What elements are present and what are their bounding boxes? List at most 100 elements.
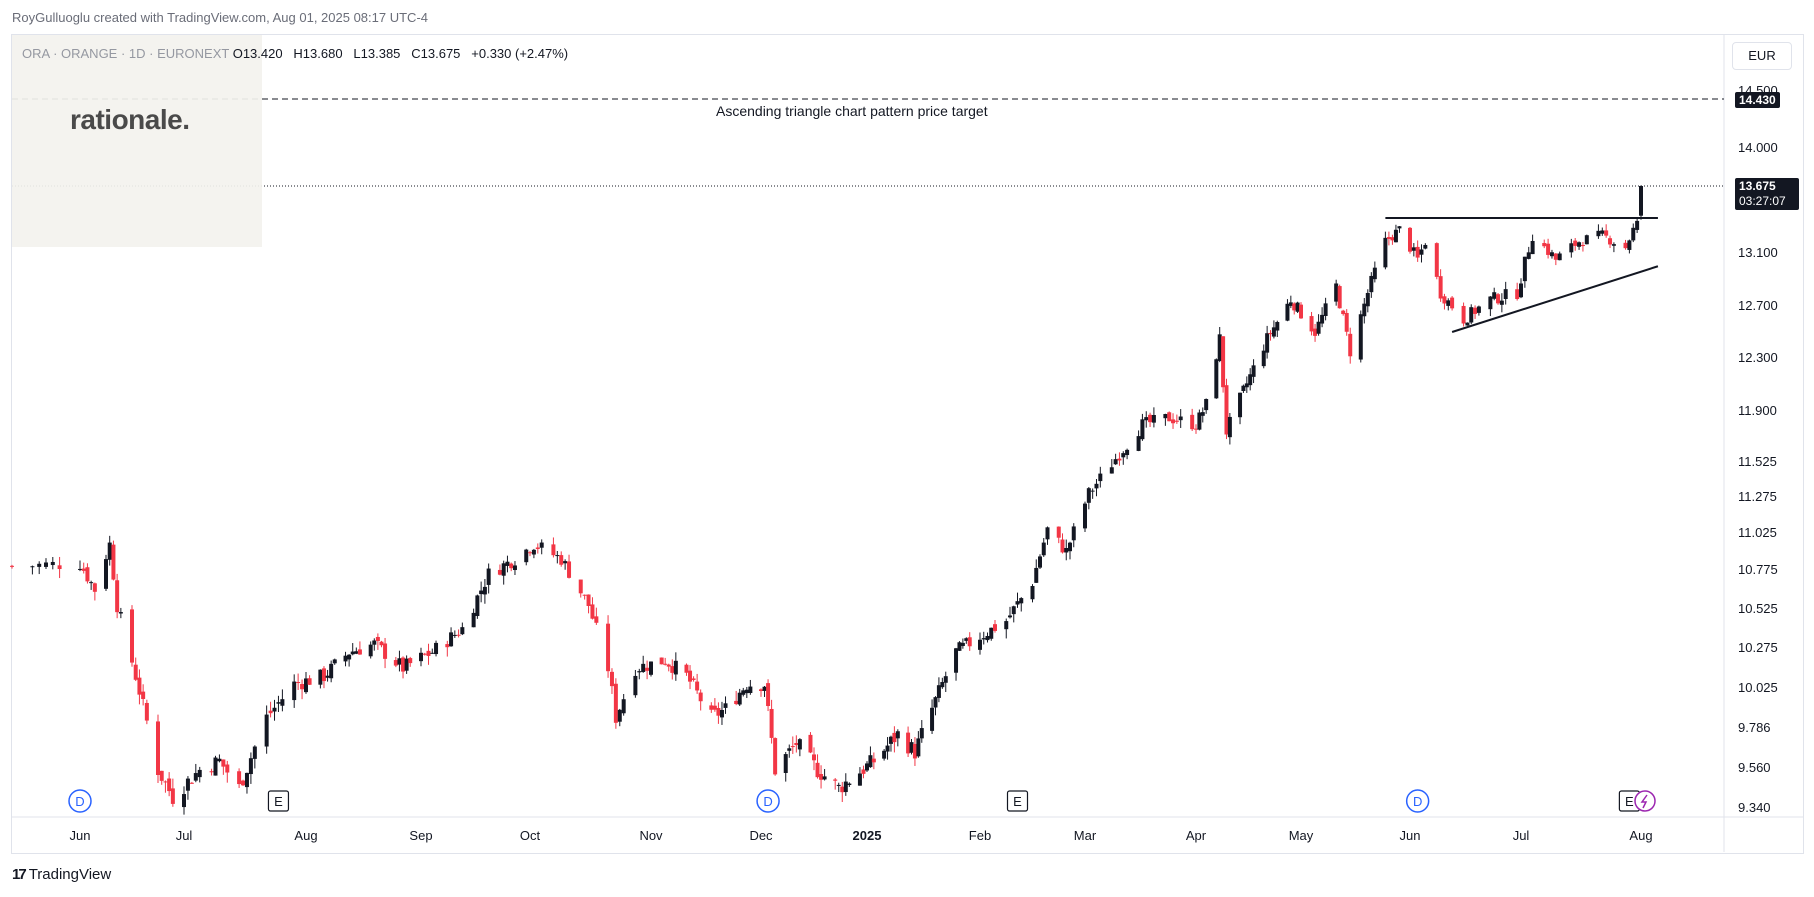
candle-body: [1241, 385, 1246, 392]
candle-body: [649, 661, 653, 675]
candle-body: [304, 678, 308, 693]
earnings-marker-icon: [267, 790, 290, 812]
candle-body: [759, 689, 763, 692]
x-tick-label: Nov: [639, 828, 663, 843]
candle-body: [118, 612, 123, 614]
current-price-badge: 13.675 03:27:07: [1735, 178, 1799, 210]
candle-body: [836, 784, 841, 786]
dividend-marker-icon: [1405, 789, 1430, 813]
candle-body: [456, 634, 461, 636]
candle-body: [343, 655, 348, 662]
x-tick-label: Jul: [176, 828, 193, 843]
y-tick-label: 12.700: [1738, 298, 1778, 313]
candle-body: [512, 565, 517, 571]
candle-body: [1369, 275, 1374, 293]
tradingview-logo[interactable]: 17 TradingView: [12, 866, 111, 883]
candle-body: [794, 742, 799, 746]
trendline-rising-support: [1451, 265, 1659, 333]
candle-body: [1190, 414, 1195, 430]
y-tick-label: 9.560: [1738, 760, 1771, 775]
candle-body: [1473, 307, 1478, 314]
target-annotation[interactable]: Ascending triangle chart pattern price t…: [716, 103, 988, 119]
candle-body: [397, 658, 402, 665]
candle-body: [978, 639, 982, 650]
candle-body: [812, 754, 816, 761]
y-tick-label: 11.900: [1738, 403, 1777, 418]
candle-body: [1393, 229, 1398, 243]
candle-body: [1045, 527, 1050, 540]
candle-body: [1397, 226, 1402, 229]
candle-body: [1313, 328, 1318, 336]
symbol-legend[interactable]: ORA · ORANGE · 1D · EURONEXT O13.420 H13…: [22, 46, 568, 61]
bar-countdown: 03:27:07: [1739, 194, 1786, 208]
candle-body: [471, 612, 476, 628]
candle-body: [209, 771, 214, 773]
candle-body: [1465, 322, 1470, 326]
candle-body: [1341, 310, 1346, 315]
dividend-marker-label: D: [75, 794, 84, 809]
candle-body: [1476, 306, 1481, 313]
candle-body: [237, 771, 242, 785]
earnings-marker-label: E: [1625, 794, 1634, 809]
candle-body: [960, 642, 965, 646]
candle-body: [1163, 414, 1168, 419]
candle-body: [1299, 304, 1303, 319]
candle-body: [44, 562, 48, 567]
y-tick-label: 10.525: [1738, 601, 1778, 616]
candle-body: [497, 569, 502, 575]
candle-body: [393, 660, 398, 666]
candle-body: [919, 728, 924, 739]
candle-body: [1038, 556, 1042, 568]
x-tick-label: 2025: [853, 828, 882, 843]
candle-body: [1627, 240, 1632, 250]
candle-body: [528, 552, 532, 554]
candle-body: [460, 627, 465, 635]
legend-close: C13.675: [411, 46, 461, 61]
candle-body: [1041, 542, 1046, 556]
currency-selector[interactable]: EUR: [1732, 42, 1792, 70]
candle-body: [1446, 300, 1451, 306]
candle-body: [712, 705, 717, 710]
candle-body: [670, 666, 675, 673]
candle-body: [1167, 412, 1172, 422]
candle-body: [1151, 415, 1156, 423]
candle-body: [734, 700, 739, 705]
legend-symbol: ORA · ORANGE · 1D · EURONEXT: [22, 46, 230, 61]
candle-body: [1309, 316, 1314, 332]
legend-high: H13.680: [293, 46, 343, 61]
candle-body: [221, 759, 226, 767]
candle-body: [111, 544, 116, 580]
candle-body: [744, 689, 749, 694]
candle-body: [347, 654, 352, 660]
x-tick-label: Dec: [749, 828, 773, 843]
candle-body: [1415, 246, 1420, 258]
candle-body: [1004, 621, 1009, 630]
candle-body: [130, 609, 134, 663]
candle-body: [985, 635, 990, 641]
candle-body: [264, 714, 269, 747]
candle-body: [368, 644, 373, 657]
candle-body: [1569, 243, 1574, 253]
candle-body: [1580, 244, 1585, 247]
candle-body: [957, 642, 962, 651]
candle-body: [871, 758, 876, 763]
candle-body: [1408, 227, 1412, 252]
candle-body: [954, 648, 959, 673]
x-tick-label: May: [1289, 828, 1314, 843]
candle-body: [741, 690, 746, 695]
candle-body: [1573, 240, 1578, 246]
candle-body: [1316, 321, 1321, 334]
candle-body: [482, 586, 487, 595]
candle-body: [1271, 327, 1276, 337]
candle-body: [1171, 419, 1176, 424]
candle-body: [895, 731, 900, 739]
legend-open: O13.420: [232, 46, 283, 61]
candle-body: [1011, 606, 1016, 615]
candle-body: [445, 644, 450, 648]
candle-body: [30, 566, 35, 568]
y-tick-label: 10.275: [1738, 640, 1778, 655]
candle-body: [1365, 292, 1370, 307]
x-tick-label: Mar: [1074, 828, 1097, 843]
candle-body: [296, 682, 301, 684]
